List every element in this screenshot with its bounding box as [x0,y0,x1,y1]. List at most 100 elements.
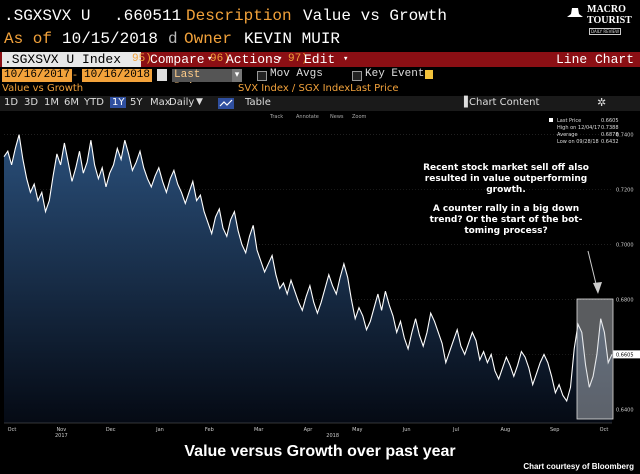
data-point [355,318,356,319]
data-point [94,164,95,165]
description-value: Value vs Growth [303,7,448,25]
data-point [411,332,412,333]
key-events-label: Key Events [365,68,432,80]
data-point [151,186,152,187]
y-tick-label: 0.7400 [616,133,634,139]
data-point [287,293,288,294]
mov-avgs-checkbox[interactable] [257,71,267,81]
compare-button[interactable]: Compare [150,52,205,67]
tool-track[interactable]: Track [269,114,283,120]
line-chart-icon[interactable] [218,98,234,109]
annotation-para-1: Recent stock market sell off also result… [423,163,589,195]
data-point [366,329,367,330]
data-point [158,167,159,168]
highlight-box [576,298,614,420]
data-point [45,211,46,212]
period-max[interactable]: Max [150,97,171,108]
data-point [34,184,35,185]
data-point [543,354,544,355]
data-point [362,315,363,316]
data-point [260,260,261,261]
tool-news[interactable]: News [330,114,344,120]
legend: Last Price 0.6605 High on 12/04/17 0.738… [549,118,619,145]
frequency-chevron-icon[interactable]: ▼ [196,97,203,107]
data-point [283,282,284,283]
chart-content-button[interactable]: Chart Content [469,97,540,108]
data-point [230,219,231,220]
data-point [559,384,560,385]
x-tick-label: Apr [304,427,314,433]
x-tick-label: Aug [500,427,510,433]
data-point [487,362,488,363]
period-1y[interactable]: 1Y [110,97,127,108]
annotation-para-2: A counter rally in a big down trend? Or … [429,204,583,236]
data-point [253,225,254,226]
data-point [336,293,337,294]
data-point [98,178,99,179]
period-1d[interactable]: 1D [4,97,19,108]
legend-high-label: High on 12/04/17 [557,125,600,131]
logo-line2: TOURIST [587,15,632,26]
figure-caption: Value versus Growth over past year [184,443,456,460]
frequency-select[interactable]: Daily [169,97,195,108]
data-point [207,222,208,223]
tool-annotate[interactable]: Annotate [296,114,319,120]
owner-value: KEVIN MUIR [244,30,341,48]
compare-num: 95) [132,53,152,65]
period-3d[interactable]: 3D [24,97,39,108]
data-point [105,186,106,187]
x-tick-label: Jan [155,427,164,433]
table-button[interactable]: Table [245,97,271,108]
data-point [294,291,295,292]
data-point [234,211,235,212]
end-date-input[interactable]: 10/16/2018 [82,69,153,82]
data-point [340,277,341,278]
logo-line1: MACRO [587,4,626,15]
calendar-icon[interactable] [157,69,167,81]
period-ytd[interactable]: YTD [84,97,104,108]
data-point [249,236,250,237]
data-point [532,384,533,385]
security-header: .SGXSVX U .660511 Description Value vs G… [0,0,640,52]
period-1m[interactable]: 1M [44,97,59,108]
data-point [494,370,495,371]
data-point [256,249,257,250]
data-point [113,164,114,165]
data-point [37,200,38,201]
actions-button[interactable]: Actions [226,52,281,67]
y-tick-label: 0.6800 [616,297,634,303]
data-point [41,192,42,193]
start-date-input[interactable]: 10/16/2017 [2,69,73,82]
data-point [343,263,344,264]
field-chevron-icon[interactable]: ▾ [232,69,242,82]
data-point [11,164,12,165]
period-6m[interactable]: 6M [64,97,79,108]
gear-icon[interactable]: ✲ [597,96,607,109]
tool-zoom[interactable]: Zoom [352,114,367,120]
x-tick-label: Mar [254,427,264,433]
key-events-checkbox[interactable] [352,71,362,81]
asof-date[interactable]: 10/15/2018 [62,30,159,48]
x-tick-label: Nov [56,427,66,433]
data-point [302,310,303,311]
asof-label: As of [4,30,53,48]
data-point [374,307,375,308]
range-dash: - [73,68,77,81]
edit-button[interactable]: Edit [304,52,336,67]
data-point [332,285,333,286]
price-field-select[interactable]: Last Price [172,69,236,94]
data-point [385,291,386,292]
data-point [162,181,163,182]
x-tick-label: Jun [402,427,411,433]
security-field[interactable]: .SGXSVX U Index [2,52,142,67]
legend-last-label: Last Price [557,118,581,124]
x-tick-label: Oct [8,427,17,433]
data-point [562,395,563,396]
data-point [475,340,476,341]
data-point [68,162,69,163]
macro-tourist-logo: MACRO TOURIST DAILY REVIEW [565,4,637,38]
description-label: Description [186,7,292,25]
period-5y[interactable]: 5Y [130,97,143,108]
edit-chevron-icon: ▾ [343,54,349,64]
data-point [513,376,514,377]
